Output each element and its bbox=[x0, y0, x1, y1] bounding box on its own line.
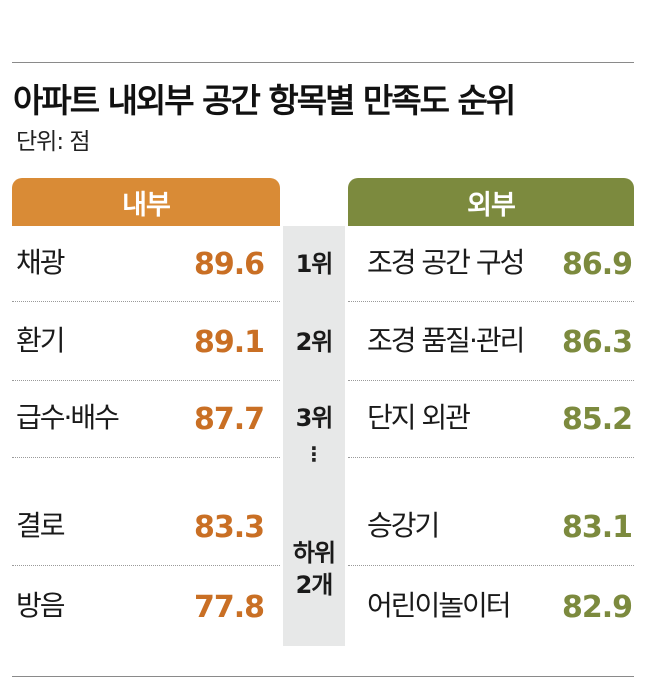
outer-label-4: 승강기 bbox=[367, 509, 440, 542]
outer-value-1: 86.9 bbox=[561, 247, 633, 282]
rank-1: 1위 bbox=[295, 250, 334, 278]
top-rule bbox=[12, 62, 634, 63]
row-divider bbox=[348, 380, 634, 381]
row-divider bbox=[12, 380, 280, 381]
unit-label: 단위: 점 bbox=[16, 129, 91, 155]
bottom-rule bbox=[12, 676, 634, 677]
rank-3: 3위 bbox=[295, 404, 334, 432]
inner-value-3: 87.7 bbox=[193, 402, 265, 437]
inner-value-2: 89.1 bbox=[193, 325, 265, 360]
inner-label-5: 방음 bbox=[16, 589, 66, 622]
outer-value-3: 85.2 bbox=[561, 402, 633, 437]
rank-column-background bbox=[283, 226, 345, 646]
row-divider bbox=[348, 565, 634, 566]
inner-column-header: 내부 bbox=[12, 178, 280, 226]
row-divider bbox=[348, 457, 634, 458]
rank-2: 2위 bbox=[295, 328, 334, 356]
inner-value-5: 77.8 bbox=[193, 590, 265, 625]
inner-value-1: 89.6 bbox=[193, 247, 265, 282]
outer-label-3: 단지 외관 bbox=[367, 401, 471, 434]
outer-column-header: 외부 bbox=[348, 178, 634, 226]
row-divider bbox=[12, 457, 280, 458]
rank-bottom-two: 하위 2개 bbox=[292, 539, 336, 599]
ellipsis-marker: ⋮ bbox=[304, 442, 324, 466]
inner-value-4: 83.3 bbox=[193, 510, 265, 545]
chart-title: 아파트 내외부 공간 항목별 만족도 순위 bbox=[13, 81, 516, 120]
outer-label-2: 조경 품질·관리 bbox=[367, 324, 525, 357]
inner-label-1: 채광 bbox=[16, 246, 66, 279]
outer-value-4: 83.1 bbox=[561, 510, 633, 545]
outer-value-2: 86.3 bbox=[561, 325, 633, 360]
row-divider bbox=[348, 301, 634, 302]
inner-label-3: 급수·배수 bbox=[16, 401, 120, 434]
outer-label-1: 조경 공간 구성 bbox=[367, 246, 525, 279]
outer-value-5: 82.9 bbox=[561, 590, 633, 625]
row-divider bbox=[12, 565, 280, 566]
inner-label-2: 환기 bbox=[16, 324, 66, 357]
inner-label-4: 결로 bbox=[16, 509, 66, 542]
row-divider bbox=[12, 301, 280, 302]
outer-label-5: 어린이놀이터 bbox=[367, 589, 512, 622]
